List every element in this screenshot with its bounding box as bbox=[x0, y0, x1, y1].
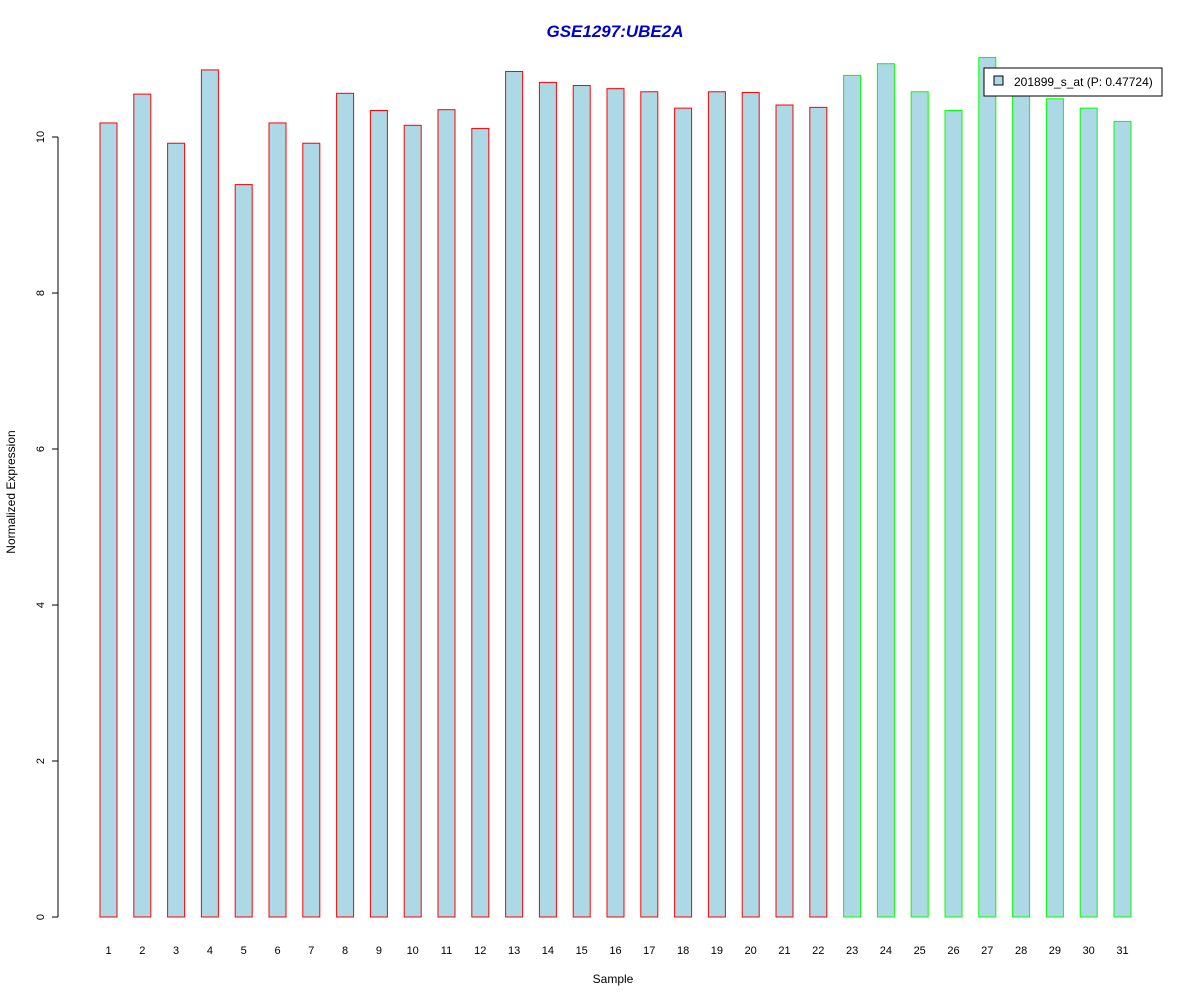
x-tick-label: 6 bbox=[274, 945, 280, 957]
x-tick-label: 8 bbox=[342, 945, 348, 957]
y-tick-label: 2 bbox=[35, 758, 47, 764]
bar-sample-12 bbox=[471, 127, 490, 918]
bar-sample-26 bbox=[944, 109, 963, 918]
bar-sample-25 bbox=[910, 91, 929, 918]
x-tick-label: 27 bbox=[981, 945, 993, 957]
bar-sample-15 bbox=[572, 85, 591, 918]
bar-sample-8 bbox=[336, 92, 355, 918]
y-axis: 0 2 4 6 8 10 bbox=[35, 131, 59, 920]
x-tick-label: 31 bbox=[1116, 945, 1128, 957]
x-tick-label: 3 bbox=[173, 945, 179, 957]
x-tick-label: 26 bbox=[947, 945, 959, 957]
x-tick-label: 14 bbox=[542, 945, 554, 957]
y-tick-label: 10 bbox=[35, 131, 47, 143]
bar-sample-7 bbox=[302, 142, 321, 918]
bar-sample-18 bbox=[674, 107, 693, 918]
x-tick-label: 5 bbox=[241, 945, 247, 957]
bar-sample-31 bbox=[1113, 120, 1132, 918]
x-tick-label: 28 bbox=[1015, 945, 1027, 957]
x-tick-label: 13 bbox=[508, 945, 520, 957]
bar-sample-14 bbox=[538, 81, 557, 918]
x-tick-label: 21 bbox=[778, 945, 790, 957]
x-tick-label: 29 bbox=[1049, 945, 1061, 957]
x-tick-label: 2 bbox=[139, 945, 145, 957]
legend-label: 201899_s_at (P: 0.47724) bbox=[1014, 75, 1153, 89]
x-tick-label: 7 bbox=[308, 945, 314, 957]
x-tick-label: 25 bbox=[914, 945, 926, 957]
y-axis-title: Normalized Expression bbox=[4, 430, 18, 553]
x-axis-tick-labels: 1 2 3 4 5 6 7 8 9 10 11 12 13 14 15 16 17 18 19 20 21 22 23 24 2… bbox=[105, 945, 1128, 957]
bar-sample-9 bbox=[369, 109, 388, 918]
bar-sample-11 bbox=[437, 109, 456, 918]
x-tick-label: 15 bbox=[576, 945, 588, 957]
bar-sample-27 bbox=[978, 56, 997, 918]
bar-sample-22 bbox=[809, 106, 828, 918]
x-tick-label: 1 bbox=[105, 945, 111, 957]
x-tick-label: 9 bbox=[376, 945, 382, 957]
x-tick-label: 4 bbox=[207, 945, 213, 957]
x-tick-label: 19 bbox=[711, 945, 723, 957]
chart-title: GSE1297:UBE2A bbox=[546, 22, 683, 41]
bar-sample-13 bbox=[505, 70, 524, 918]
y-tick-label: 8 bbox=[35, 290, 47, 296]
x-tick-label: 22 bbox=[812, 945, 824, 957]
bar-sample-16 bbox=[606, 88, 625, 918]
bar-sample-29 bbox=[1045, 98, 1064, 918]
bar-sample-20 bbox=[741, 92, 760, 918]
x-tick-label: 10 bbox=[407, 945, 419, 957]
x-tick-label: 17 bbox=[643, 945, 655, 957]
bar-sample-5 bbox=[234, 184, 253, 918]
bar-sample-24 bbox=[876, 63, 895, 918]
x-tick-label: 20 bbox=[745, 945, 757, 957]
bar-sample-3 bbox=[167, 142, 186, 918]
bar-sample-6 bbox=[268, 122, 287, 918]
x-tick-label: 24 bbox=[880, 945, 892, 957]
x-tick-label: 30 bbox=[1083, 945, 1095, 957]
legend-swatch bbox=[993, 75, 1004, 86]
x-axis-title: Sample bbox=[593, 972, 634, 986]
bar-sample-1 bbox=[99, 122, 118, 918]
bar-sample-2 bbox=[133, 93, 152, 918]
x-tick-label: 11 bbox=[441, 945, 452, 957]
bar-sample-19 bbox=[707, 91, 726, 918]
bar-sample-23 bbox=[843, 74, 862, 918]
legend-box bbox=[983, 67, 1163, 97]
y-tick-label: 4 bbox=[35, 602, 47, 608]
x-tick-label: 23 bbox=[846, 945, 858, 957]
legend: 201899_s_at (P: 0.47724) bbox=[983, 67, 1163, 97]
x-tick-label: 16 bbox=[609, 945, 621, 957]
y-tick-label: 0 bbox=[35, 914, 47, 920]
bar-sample-30 bbox=[1079, 107, 1098, 918]
y-tick-label: 6 bbox=[35, 446, 47, 452]
x-tick-label: 12 bbox=[474, 945, 486, 957]
bars bbox=[99, 56, 1132, 918]
bar-sample-28 bbox=[1012, 88, 1031, 918]
x-tick-label: 18 bbox=[677, 945, 689, 957]
bar-sample-21 bbox=[775, 104, 794, 918]
bar-sample-17 bbox=[640, 91, 659, 918]
bar-sample-4 bbox=[200, 69, 219, 918]
bar-sample-10 bbox=[403, 124, 422, 918]
